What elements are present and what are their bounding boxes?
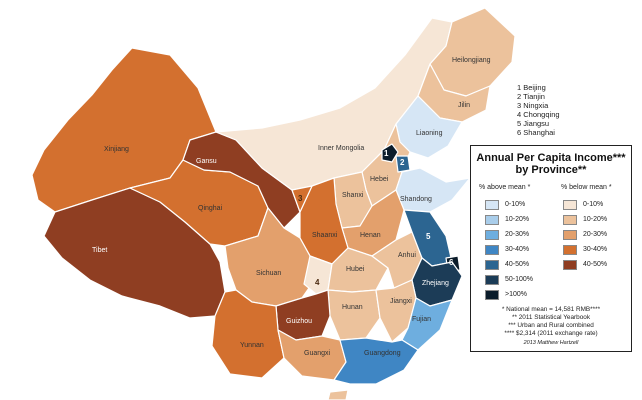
label-henan: Henan [360,232,381,239]
swatch-above-1 [485,215,499,225]
key-item: 2 Tianjin [517,92,545,101]
swatch-label: 50-100% [505,276,534,283]
swatch-above-5 [485,275,499,285]
marker-1: 1 [384,149,389,158]
label-hubei: Hubei [346,266,365,273]
legend-title-text: Annual Per Capita Income*** by Province*… [476,152,626,176]
swatch-above-4 [485,260,499,270]
province-fujian[interactable] [401,297,453,351]
label-hebei: Hebei [370,176,389,183]
label-jiangxi: Jiangxi [390,298,412,305]
swatch-below-4 [563,260,577,270]
swatch-above-6 [485,290,499,300]
swatch-label: 20-30% [583,231,608,238]
swatch-below-0 [563,200,577,210]
label-xinjiang: Xinjiang [104,146,129,153]
key-item: 5 Jiangsu [517,119,550,128]
province-guangdong[interactable] [333,337,419,385]
legend-title: Annual Per Capita Income*** by Province*… [471,152,631,176]
swatch-above-2 [485,230,499,240]
swatch-label: 40-50% [505,261,530,268]
note-exchange-rate: **** $2,314 (2011 exchange rate) [504,330,598,337]
swatch-label: 30-40% [505,246,530,253]
marker-4: 4 [315,278,320,287]
label-shandong: Shandong [400,196,432,203]
label-fujian: Fujian [412,316,432,323]
swatch-label: >100% [505,291,527,298]
note-urban-rural: *** Urban and Rural combined [508,322,594,329]
note-national-mean: * National mean = 14,581 RMB**** [501,306,601,313]
municipality-key: 1 Beijing 2 Tianjin 3 Ningxia 4 Chongqin… [517,83,560,137]
swatch-below-1 [563,215,577,225]
label-guangdong: Guangdong [364,350,401,357]
swatch-above-0 [485,200,499,210]
marker-5: 5 [426,232,431,241]
below-mean-header: % below mean * [561,184,612,191]
key-item: 3 Ningxia [517,101,549,110]
label-liaoning: Liaoning [416,130,443,137]
swatch-label: 40-50% [583,261,608,268]
key-item: 6 Shanghai [517,128,555,137]
note-yearbook: ** 2011 Statistical Yearbook [511,314,591,321]
label-shaanxi: Shaanxi [312,232,338,239]
province-hunan[interactable] [327,289,381,341]
label-sichuan: Sichuan [256,270,282,277]
marker-6: 6 [449,258,454,267]
above-mean-header: % above mean * [479,184,531,191]
swatch-label: 10-20% [505,216,530,223]
swatch-above-3 [485,245,499,255]
label-hunan: Hunan [342,304,363,311]
swatch-label: 0-10% [505,201,526,208]
label-yunnan: Yunnan [240,342,264,349]
label-zhejiang: Zhejiang [422,280,449,287]
swatch-label: 10-20% [583,216,608,223]
legend: Annual Per Capita Income*** by Province*… [470,145,632,352]
swatch-label: 30-40% [583,246,608,253]
swatch-label: 0-10% [583,201,604,208]
label-shanxi: Shanxi [342,192,364,199]
label-inner-mongolia: Inner Mongolia [318,145,365,152]
label-gansu: Gansu [196,158,217,165]
label-heilongjiang: Heilongjiang [452,57,491,64]
credit: 2013 Matthew Hartzell [523,340,579,346]
marker-2: 2 [400,158,405,167]
label-tibet: Tibet [92,247,108,254]
marker-3: 3 [298,194,303,203]
label-qinghai: Qinghai [198,205,223,212]
label-guizhou: Guizhou [286,318,313,325]
swatch-below-2 [563,230,577,240]
province-shandong[interactable] [395,167,471,213]
province-ningxia[interactable] [291,185,313,213]
province-hainan[interactable] [327,389,349,400]
key-item: 1 Beijing [517,83,546,92]
label-anhui: Anhui [398,252,416,259]
province-tianjin[interactable] [395,155,411,173]
province-beijing[interactable] [381,143,399,163]
label-guangxi: Guangxi [304,350,331,357]
swatch-below-3 [563,245,577,255]
swatch-label: 20-30% [505,231,530,238]
label-jilin: Jilin [458,102,471,109]
key-item: 4 Chongqing [517,110,560,119]
